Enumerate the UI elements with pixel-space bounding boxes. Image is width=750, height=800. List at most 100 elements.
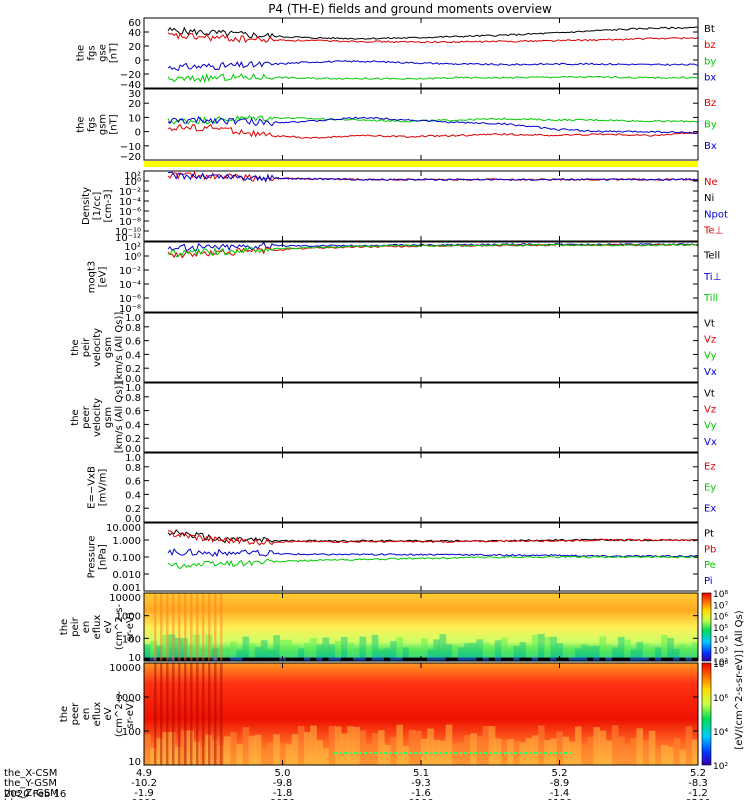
heatmap-noise-strip — [636, 657, 644, 661]
y-tick-label: 0.010 — [112, 570, 141, 581]
heatmap-cell — [630, 649, 637, 661]
x-tick-label: 0130 — [547, 798, 572, 800]
heatmap-noise-strip — [562, 657, 570, 661]
x-tick-label: -8.3 — [688, 778, 708, 789]
y-tick-label: 10 — [128, 113, 141, 124]
y-axis-label: (cm^2-s- — [114, 603, 125, 650]
heatmap-noise-strip — [304, 657, 311, 661]
heatmap-stripe — [190, 663, 193, 765]
heatmap-noise-strip — [501, 657, 508, 661]
heatmap-cell — [673, 738, 681, 765]
y-axis-label: en — [81, 708, 92, 721]
panel-p10: 10000 1000 100 10 the peer en eflux eV (cm^2-s-sr… — [59, 662, 699, 768]
heatmap-stripe — [172, 663, 175, 765]
heatmap-cell — [624, 744, 631, 765]
heatmap-noise-strip — [396, 657, 404, 661]
heatmap-cell — [353, 726, 360, 765]
y-axis-label: (cm^2-s- — [114, 690, 125, 737]
heatmap-cell — [254, 646, 262, 661]
heatmap-noise-strip — [494, 657, 502, 661]
heatmap-cell — [230, 731, 237, 765]
heatmap-cell — [384, 648, 391, 661]
x-tick-label: 5.0 — [275, 768, 291, 779]
y-axis-label: eflux — [92, 615, 103, 640]
legend-Tell: Tell — [703, 251, 720, 262]
y-axis-label: [km/s (All Qs)] — [114, 382, 125, 454]
heatmap-cell — [494, 640, 502, 661]
heatmap-stripe — [220, 663, 223, 765]
heatmap-cell — [334, 640, 342, 661]
heatmap-cell — [667, 746, 674, 765]
y-axis-label: the — [59, 706, 70, 722]
legend-Ti⊥: Ti⊥ — [703, 272, 721, 283]
y-axis-label: [1/cc] — [92, 192, 103, 221]
series-by — [167, 72, 699, 84]
heatmap-cell — [421, 638, 428, 661]
heatmap-noise-strip — [156, 657, 163, 661]
heatmap-cell — [550, 636, 557, 661]
heatmap-noise-strip — [297, 657, 305, 661]
heatmap-cell — [199, 650, 207, 661]
heatmap-cell — [248, 643, 256, 661]
heatmap-noise-strip — [384, 657, 391, 661]
heatmap-noise-strip — [531, 657, 539, 661]
heatmap-cell — [648, 647, 656, 661]
heatmap-noise-strip — [457, 657, 465, 661]
heatmap-noise-strip — [482, 657, 490, 661]
y-tick-label: 10000 — [109, 593, 141, 604]
heatmap-cell — [593, 645, 601, 661]
heatmap-cell — [568, 647, 576, 661]
y-tick-label: 1000 — [116, 693, 141, 704]
heatmap-cell — [451, 743, 459, 765]
heatmap-cell — [347, 726, 354, 765]
heatmap-cell — [193, 634, 200, 661]
heatmap-cell — [322, 748, 330, 765]
x-tick-label: -8.9 — [550, 778, 570, 789]
heatmap-cell — [587, 736, 594, 765]
heatmap-stripe — [160, 663, 163, 765]
legend-Pi: Pi — [704, 576, 713, 587]
heatmap-cell — [574, 648, 582, 661]
heatmap-stripe — [184, 663, 187, 765]
x-tick-label: -9.8 — [273, 778, 293, 789]
heatmap-cell — [242, 727, 250, 765]
heatmap-noise-strip — [328, 657, 336, 661]
heatmap-cell — [476, 736, 484, 765]
heatmap-cell — [421, 738, 428, 765]
heatmap-stripe — [154, 593, 157, 661]
y-axis-label: [cm-3] — [103, 189, 114, 222]
heatmap-cell — [636, 728, 644, 765]
heatmap-cell — [340, 733, 348, 765]
heatmap-cell — [205, 634, 213, 661]
heatmap-cell — [630, 737, 637, 765]
series-Bt — [167, 26, 699, 40]
y-axis-label: the — [76, 45, 87, 61]
heatmap-noise-strip — [673, 657, 681, 661]
y-tick-label: 100 — [122, 634, 141, 645]
heatmap-cell — [574, 726, 582, 765]
heatmap-cell — [377, 730, 385, 765]
heatmap-noise-strip — [439, 657, 447, 661]
heatmap-cell — [617, 736, 625, 765]
heatmap-cell — [556, 643, 564, 661]
heatmap-noise-strip — [211, 657, 219, 661]
y-axis-label: E=−VxB — [87, 466, 98, 509]
heatmap-noise-strip — [581, 657, 588, 661]
heatmap-cell — [162, 732, 170, 765]
heatmap-cell — [476, 639, 484, 661]
heatmap-noise-strip — [642, 657, 650, 661]
heatmap-cell — [685, 726, 693, 765]
heatmap-stripe — [166, 663, 169, 765]
y-axis-label: moqt3 — [87, 261, 98, 294]
figure-title: P4 (TH-E) fields and ground moments over… — [268, 2, 552, 16]
y-tick-label: 0.6 — [125, 407, 141, 418]
heatmap-noise-strip — [451, 657, 459, 661]
heatmap-stripe — [214, 663, 217, 765]
heatmap-noise-strip — [414, 657, 422, 661]
heatmap-noise-strip — [199, 657, 207, 661]
x-tick-label: 4.9 — [136, 768, 152, 779]
y-tick-label: 1000 — [116, 612, 141, 623]
x-tick-label: -1.4 — [550, 788, 570, 799]
y-tick-label: 10.000 — [106, 523, 141, 534]
